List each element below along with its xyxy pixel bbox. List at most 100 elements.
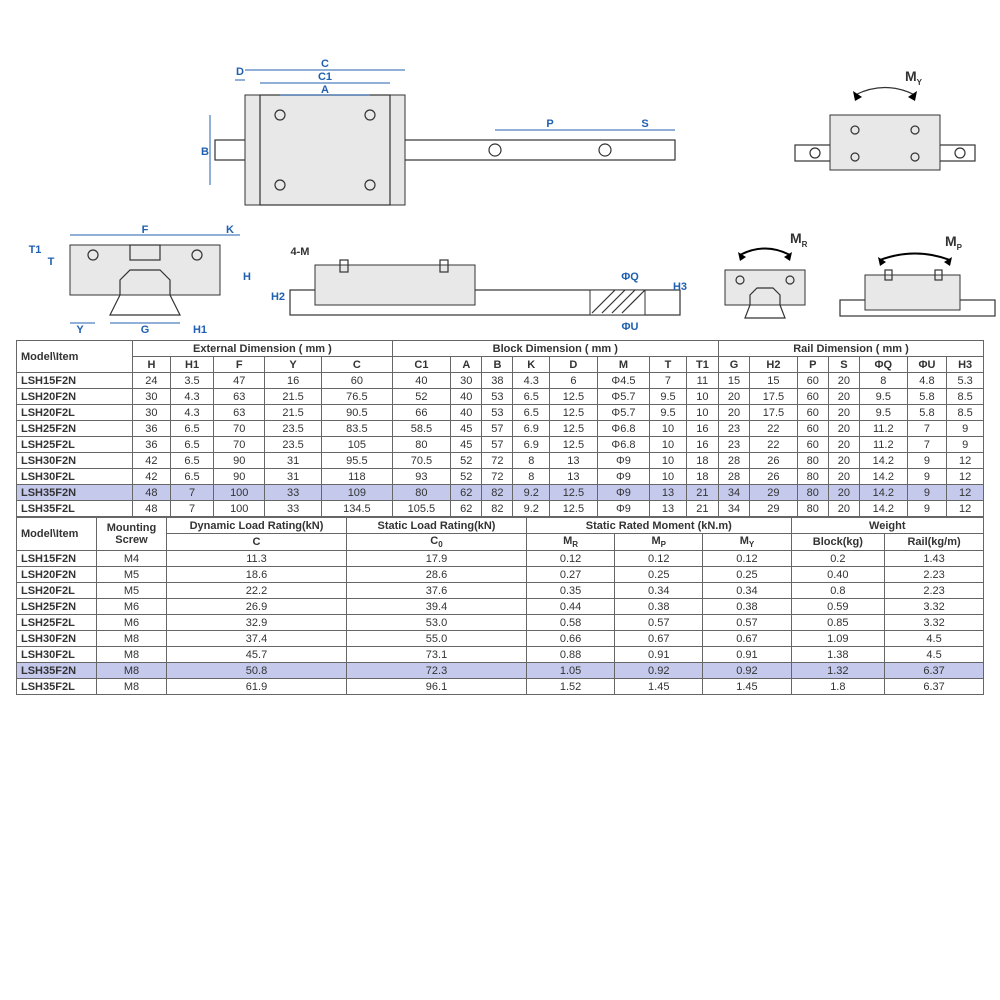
data-cell: 3.5 [170,373,214,389]
t1-col-header: D [550,357,598,373]
t1-external-header: External Dimension ( mm ) [133,341,392,357]
data-cell: 83.5 [322,421,392,437]
model-cell: LSH35F2L [17,501,133,517]
data-cell: 57 [482,421,513,437]
model-cell: LSH25F2N [17,599,97,615]
data-cell: 60 [322,373,392,389]
model-cell: LSH30F2L [17,647,97,663]
data-cell: 60 [797,389,828,405]
data-cell: 60 [797,437,828,453]
data-cell: 63 [214,405,265,421]
data-cell: 9 [947,421,984,437]
data-cell: 20 [718,405,749,421]
data-cell: 53 [482,405,513,421]
data-cell: 42 [133,453,170,469]
data-cell: M8 [97,679,167,695]
data-cell: 6.5 [170,421,214,437]
data-cell: 105 [322,437,392,453]
data-cell: 20 [828,389,859,405]
model-cell: LSH25F2L [17,615,97,631]
data-cell: 1.05 [527,663,615,679]
data-cell: 1.45 [615,679,703,695]
data-cell: 14.2 [859,469,907,485]
table-row: LSH25F2NM626.939.40.440.380.380.593.32 [17,599,984,615]
data-cell: 63 [214,389,265,405]
data-cell: 13 [550,453,598,469]
data-cell: 31 [265,453,322,469]
data-cell: 6.5 [170,437,214,453]
data-cell: 17.9 [347,551,527,567]
data-cell: 13 [550,469,598,485]
t2-model-header: Model\Item [17,518,97,551]
data-cell: 8.5 [947,389,984,405]
svg-text:G: G [141,324,150,336]
data-cell: Φ9 [597,453,649,469]
data-cell: 0.40 [791,567,885,583]
data-cell: 48 [133,501,170,517]
data-cell: 0.38 [703,599,791,615]
data-cell: 47 [214,373,265,389]
model-cell: LSH30F2N [17,631,97,647]
my-moment-diagram [785,75,985,195]
data-cell: 80 [392,485,451,501]
data-cell: 45.7 [167,647,347,663]
data-cell: 10 [650,437,687,453]
svg-text:4-M: 4-M [291,246,310,258]
svg-text:F: F [142,225,149,236]
model-cell: LSH25F2L [17,437,133,453]
data-cell: 0.57 [703,615,791,631]
data-cell: 8.5 [947,405,984,421]
data-cell: 7 [907,437,947,453]
data-cell: 45 [451,421,482,437]
dimensions-table: Model\Item External Dimension ( mm ) Blo… [16,340,984,517]
svg-text:T1: T1 [29,244,42,256]
data-cell: 20 [828,437,859,453]
data-cell: Φ9 [597,469,649,485]
model-cell: LSH20F2N [17,389,133,405]
data-cell: 0.92 [615,663,703,679]
data-cell: 53 [482,389,513,405]
data-cell: 0.59 [791,599,885,615]
data-cell: 1.09 [791,631,885,647]
data-cell: 6.37 [885,679,984,695]
data-cell: 60 [797,421,828,437]
table-row: LSH20F2N304.36321.576.55240536.512.5Φ5.7… [17,389,984,405]
data-cell: 100 [214,501,265,517]
data-cell: 1.52 [527,679,615,695]
data-cell: 38 [482,373,513,389]
data-cell: 1.32 [791,663,885,679]
cross-section-diagram: F K T1 T H Y G H1 [15,225,255,340]
data-cell: 9.5 [859,405,907,421]
data-cell: 11.2 [859,437,907,453]
data-cell: 52 [451,453,482,469]
svg-text:Y: Y [76,324,84,336]
svg-text:ΦU: ΦU [622,321,639,333]
data-cell: 15 [750,373,798,389]
data-cell: 73.1 [347,647,527,663]
side-view-diagram: 4-M H2 ΦQ ΦU H3 [270,235,690,335]
data-cell: 26 [750,453,798,469]
data-cell: 70.5 [392,453,451,469]
data-cell: 8 [859,373,907,389]
data-cell: M6 [97,615,167,631]
t1-col-header: B [482,357,513,373]
data-cell: 14.2 [859,485,907,501]
data-cell: 4.8 [907,373,947,389]
data-cell: M8 [97,631,167,647]
data-cell: 60 [797,405,828,421]
data-cell: 105.5 [392,501,451,517]
data-cell: 9 [907,453,947,469]
svg-text:P: P [546,118,553,130]
t2-sub-c0: C0 [347,534,527,551]
data-cell: 0.8 [791,583,885,599]
data-cell: 24 [133,373,170,389]
data-cell: M5 [97,583,167,599]
data-cell: 9 [907,501,947,517]
data-cell: 70 [214,437,265,453]
t2-sub-mr: MR [527,534,615,551]
t2-rail-kg: Rail(kg/m) [885,534,984,551]
data-cell: 29 [750,501,798,517]
data-cell: 2.23 [885,583,984,599]
data-cell: 93 [392,469,451,485]
data-cell: 48 [133,485,170,501]
